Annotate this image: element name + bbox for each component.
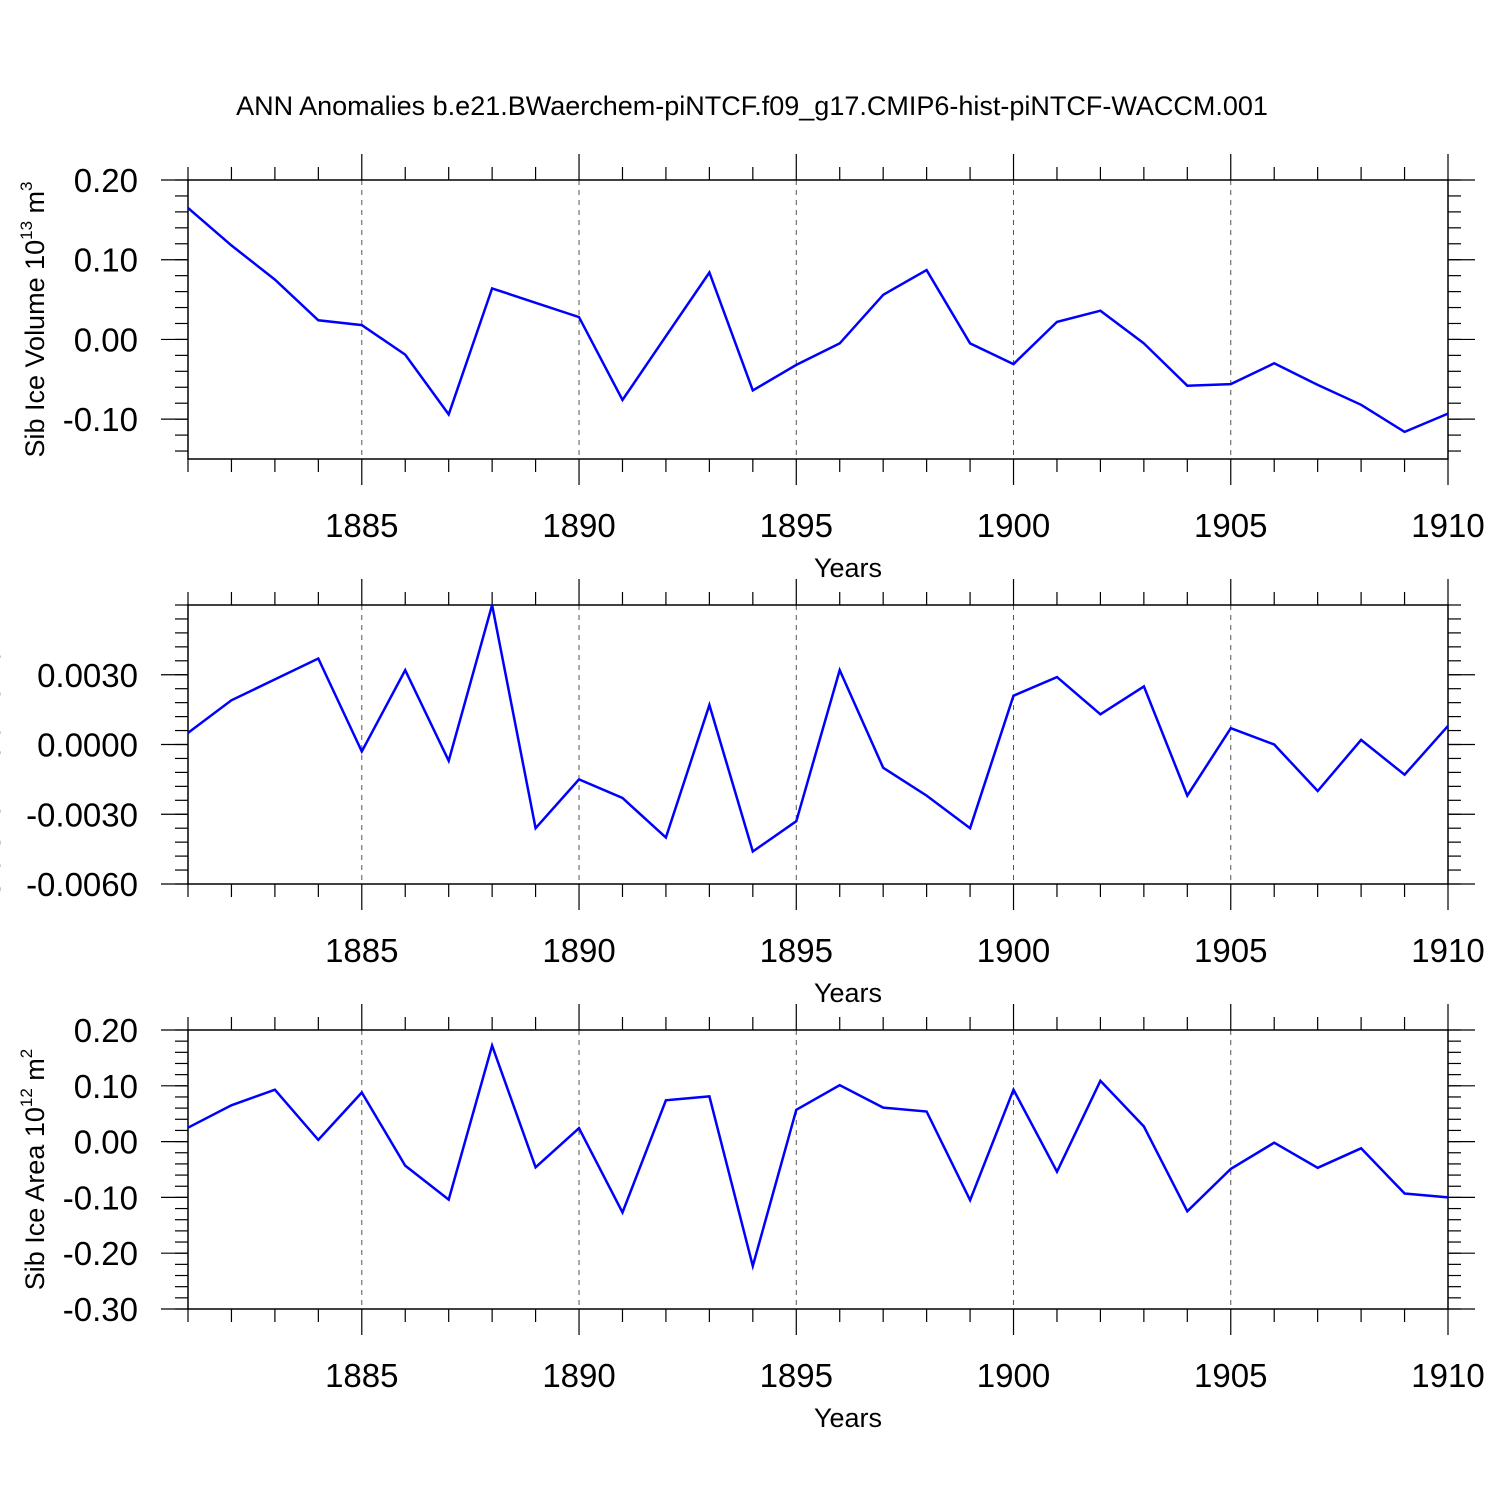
x-tick-label: 1910 [1411, 507, 1484, 544]
series-line [187, 1041, 1449, 1271]
y-axis-title: Sib Ice Volume 1013 m3 [17, 181, 50, 457]
x-tick-label: 1900 [977, 507, 1050, 544]
y-tick-label: -0.0060 [26, 866, 138, 903]
y-tick-label: -0.10 [63, 401, 138, 438]
y-tick-label: -0.20 [63, 1235, 138, 1272]
x-axis-title: Years [814, 978, 882, 1008]
x-tick-label: 1895 [760, 507, 833, 544]
x-tick-label: 1895 [760, 932, 833, 969]
series-line [187, 604, 1449, 854]
figure-title: ANN Anomalies b.e21.BWaerchem-piNTCF.f09… [236, 91, 1268, 121]
x-tick-label: 1910 [1411, 932, 1484, 969]
y-axis-title: Sib Snow Volume 1013 m3 [0, 591, 6, 899]
series-line [187, 206, 1449, 434]
y-axis-title: Sib Ice Area 1012 m2 [17, 1049, 50, 1291]
x-tick-label: 1910 [1411, 1357, 1484, 1394]
x-tick-label: 1900 [977, 1357, 1050, 1394]
panel-ice-volume: 0.20 0.10 0.00 -0.10 1885 1890 1895 1900 1905 191… [17, 154, 1485, 583]
y-tick-label: 0.0030 [37, 657, 138, 694]
x-axis-title: Years [814, 1403, 882, 1433]
x-tick-label: 1885 [325, 507, 398, 544]
x-tick-label: 1905 [1194, 932, 1267, 969]
x-tick-label: 1890 [542, 932, 615, 969]
plot-frame [187, 179, 1449, 460]
x-tick-label: 1890 [542, 1357, 615, 1394]
x-tick-label: 1905 [1194, 1357, 1267, 1394]
x-tick-label: 1890 [542, 507, 615, 544]
x-tick-label: 1885 [325, 932, 398, 969]
y-tick-label: -0.0030 [26, 796, 138, 833]
panel-ice-area: 0.20 0.10 0.00 -0.10 -0.20 -0.30 1885 1890 1895 1… [17, 1004, 1485, 1433]
plot-frame [187, 1029, 1449, 1310]
x-tick-label: 1895 [760, 1357, 833, 1394]
panel-snow-volume: 0.0030 0.0000 -0.0030 -0.0060 1885 1890 1895 19… [0, 579, 1485, 1008]
y-tick-label: 0.00 [74, 1124, 138, 1161]
y-tick-label: 0.10 [74, 1068, 138, 1105]
y-tick-label: -0.10 [63, 1179, 138, 1216]
y-tick-label: 0.0000 [37, 727, 138, 764]
x-tick-label: 1900 [977, 932, 1050, 969]
x-tick-label: 1905 [1194, 507, 1267, 544]
y-tick-label: 0.00 [74, 321, 138, 358]
y-tick-label: 0.20 [74, 1012, 138, 1049]
x-tick-label: 1885 [325, 1357, 398, 1394]
y-tick-label: 0.10 [74, 242, 138, 279]
y-tick-label: 0.20 [74, 162, 138, 199]
x-axis-title: Years [814, 553, 882, 583]
y-tick-label: -0.30 [63, 1291, 138, 1328]
